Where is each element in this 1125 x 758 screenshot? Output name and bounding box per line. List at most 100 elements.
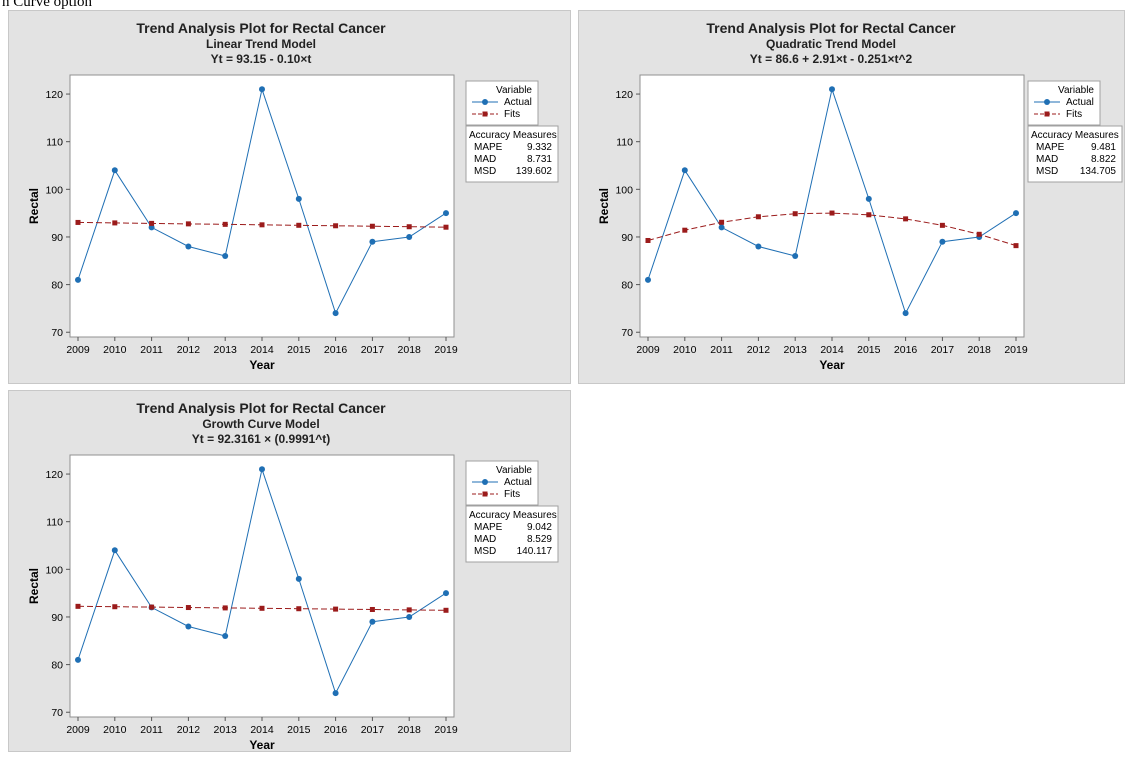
point-fits [149,604,155,610]
point-actual [295,575,302,582]
legend-title: Variable [496,85,532,96]
legend-entry-fits: Fits [504,489,520,500]
legend-box [465,80,539,126]
x-tick-label: 2018 [968,344,992,356]
legend-entry-actual: Actual [504,477,532,488]
trend-chart-linear: Trend Analysis Plot for Rectal Cancer Lin… [8,10,571,384]
y-tick-label: 70 [51,327,63,339]
chart-equation: Yt = 92.3161 × (0.9991^t) [192,432,330,446]
x-axis-title: Year [819,358,845,372]
chart-title: Trend Analysis Plot for Rectal Cancer [706,20,956,36]
y-tick-label: 120 [615,89,633,101]
chart-equation: Yt = 86.6 + 2.91×t - 0.251×t^2 [750,52,913,66]
x-tick-label: 2011 [140,344,163,356]
accuracy-value: 139.602 [516,166,553,177]
plot-area [69,454,455,718]
point-actual [111,547,118,554]
chart-svg: Trend Analysis Plot for Rectal CancerGro… [27,400,559,752]
x-tick-label: 2016 [324,724,348,736]
point-fits [296,606,302,612]
point-fits [296,222,302,228]
x-tick-label: 2015 [287,724,311,736]
point-actual [75,276,81,283]
legend-marker [1044,111,1050,117]
point-actual [148,224,155,231]
x-tick-label: 2009 [636,344,660,356]
point-fits [755,214,761,220]
y-tick-label: 80 [51,280,63,292]
accuracy-label: MAD [474,534,496,545]
x-tick-label: 2016 [894,344,918,356]
chart-subtitle: Quadratic Trend Model [766,37,896,51]
y-tick-label: 70 [621,327,633,339]
point-actual [75,656,81,663]
legend-marker [482,111,488,117]
y-tick-label: 100 [615,184,633,196]
y-tick-label: 80 [621,280,633,292]
y-axis-title: Rectal [27,568,41,604]
point-fits [406,224,412,230]
accuracy-label: MAPE [474,142,503,153]
point-actual [792,253,799,260]
y-tick-label: 120 [45,89,63,101]
point-fits [829,210,835,216]
point-fits [443,607,449,613]
point-fits [259,222,265,228]
point-fits [333,223,339,229]
accuracy-value: 8.731 [527,154,552,165]
point-fits [719,219,725,225]
accuracy-box [465,505,559,563]
x-tick-label: 2017 [931,344,955,356]
legend-entry-actual: Actual [1066,97,1094,108]
accuracy-label: MSD [474,166,496,177]
plot-area [69,74,455,338]
chart-equation: Yt = 93.15 - 0.10×t [211,52,312,66]
accuracy-value: 8.822 [1091,154,1116,165]
legend-entry-fits: Fits [1066,109,1082,120]
accuracy-label: MSD [474,546,496,557]
chart-subtitle: Growth Curve Model [202,417,319,431]
point-actual [718,224,725,231]
point-actual [829,86,835,93]
point-actual [185,623,192,630]
point-fits [866,212,872,218]
point-actual [443,590,449,597]
series-line-fits [647,212,1017,247]
point-fits [443,224,449,230]
accuracy-label: MAD [1036,154,1058,165]
page-caption-text: n Curve option [2,0,92,10]
legend-title: Variable [1058,85,1094,96]
point-actual [645,276,651,283]
trend-chart-growth: Trend Analysis Plot for Rectal Cancer Gro… [8,390,571,752]
x-tick-label: 2012 [177,344,201,356]
point-actual [222,633,229,640]
legend-marker [1044,99,1050,105]
y-tick-label: 90 [51,232,63,244]
chart-subtitle: Linear Trend Model [206,37,316,51]
x-tick-label: 2013 [214,724,238,736]
point-actual [259,86,265,93]
point-actual [902,310,909,317]
y-tick-label: 80 [51,660,63,672]
x-tick-label: 2011 [140,724,163,736]
point-fits [259,605,265,611]
y-tick-label: 70 [51,707,63,719]
point-fits [939,222,945,228]
point-fits [149,220,155,226]
x-tick-label: 2015 [857,344,881,356]
point-actual [332,690,339,697]
x-tick-label: 2017 [361,344,385,356]
point-fits [75,219,81,225]
point-actual [259,466,265,473]
x-tick-label: 2009 [66,344,90,356]
x-tick-label: 2014 [250,344,274,356]
point-fits [369,606,375,612]
point-actual [939,238,946,245]
point-fits [112,604,118,610]
point-actual [681,167,688,174]
accuracy-box [465,125,559,183]
x-tick-label: 2013 [214,344,238,356]
x-tick-label: 2014 [250,724,274,736]
point-fits [976,231,982,237]
legend-box [1027,80,1101,126]
